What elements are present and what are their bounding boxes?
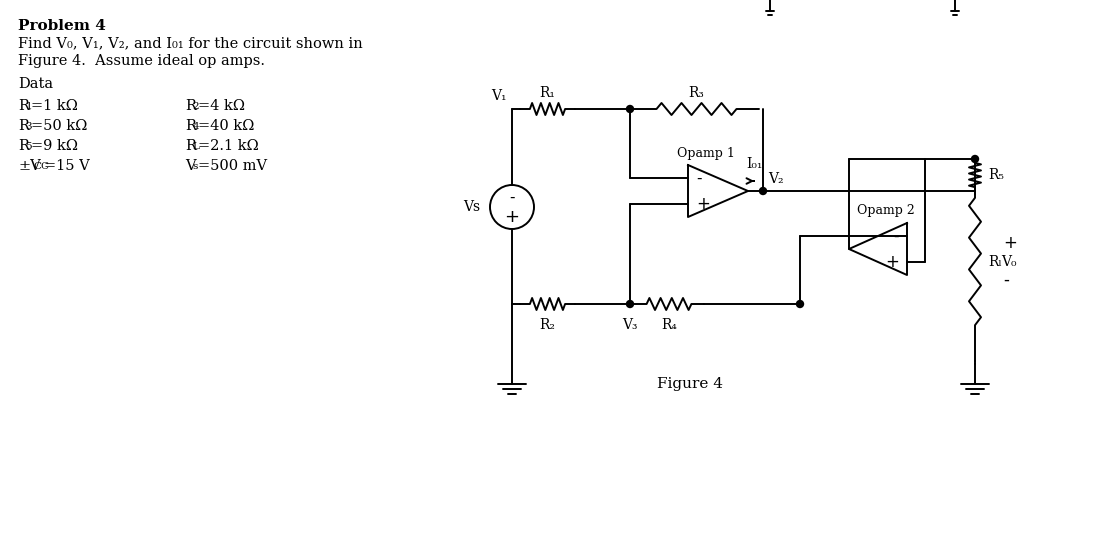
Text: R: R — [18, 139, 29, 153]
Text: Data: Data — [18, 77, 53, 91]
Text: V₀: V₀ — [1001, 254, 1017, 268]
Text: =2.1 kΩ: =2.1 kΩ — [198, 139, 258, 153]
Circle shape — [759, 188, 766, 195]
Text: +: + — [504, 208, 520, 226]
Text: =500 mV: =500 mV — [198, 159, 267, 173]
Text: V₂: V₂ — [768, 172, 784, 186]
Text: R₅: R₅ — [988, 168, 1003, 182]
Text: R₄: R₄ — [662, 318, 677, 332]
Circle shape — [972, 155, 978, 162]
Text: V₁: V₁ — [491, 89, 507, 103]
Text: s: s — [192, 162, 198, 171]
Text: -: - — [509, 190, 514, 205]
Text: 1: 1 — [25, 102, 32, 111]
Text: I₀₁: I₀₁ — [746, 157, 763, 171]
Text: =4 kΩ: =4 kΩ — [198, 99, 245, 113]
Text: R: R — [18, 119, 29, 133]
Text: 4: 4 — [192, 122, 199, 131]
Text: 2: 2 — [192, 102, 199, 111]
Text: Problem 4: Problem 4 — [18, 19, 106, 33]
Text: -: - — [1003, 271, 1009, 288]
Text: V: V — [185, 159, 196, 173]
Text: -: - — [893, 229, 899, 244]
Text: R₁: R₁ — [540, 86, 555, 100]
Text: +: + — [696, 195, 710, 213]
Text: =15 V: =15 V — [44, 159, 90, 173]
Text: +: + — [1003, 234, 1017, 252]
Circle shape — [626, 106, 633, 113]
Circle shape — [797, 301, 803, 308]
Text: Opamp 2: Opamp 2 — [857, 204, 914, 217]
Text: Figure 4: Figure 4 — [657, 377, 723, 391]
Text: Rₗ: Rₗ — [988, 254, 1002, 268]
Text: 3: 3 — [25, 122, 32, 131]
Text: Opamp 1: Opamp 1 — [677, 147, 735, 160]
Text: R₂: R₂ — [540, 318, 555, 332]
Text: 5: 5 — [25, 142, 32, 151]
Text: R: R — [185, 139, 196, 153]
Text: R: R — [185, 119, 196, 133]
Text: -: - — [696, 170, 701, 185]
Text: =50 kΩ: =50 kΩ — [31, 119, 88, 133]
Text: Find V₀, V₁, V₂, and I₀₁ for the circuit shown in: Find V₀, V₁, V₂, and I₀₁ for the circuit… — [18, 36, 363, 50]
Text: =9 kΩ: =9 kΩ — [31, 139, 78, 153]
Text: +: + — [885, 253, 899, 271]
Text: =1 kΩ: =1 kΩ — [31, 99, 78, 113]
Text: R: R — [18, 99, 29, 113]
Circle shape — [626, 301, 633, 308]
Text: ±V: ±V — [18, 159, 41, 173]
Text: R₃: R₃ — [689, 86, 704, 100]
Text: R: R — [185, 99, 196, 113]
Text: =40 kΩ: =40 kΩ — [198, 119, 254, 133]
Text: Figure 4.  Assume ideal op amps.: Figure 4. Assume ideal op amps. — [18, 54, 265, 68]
Text: V₃: V₃ — [622, 318, 637, 332]
Text: L: L — [192, 142, 199, 151]
Text: Vs: Vs — [463, 200, 480, 214]
Text: CC: CC — [33, 162, 49, 171]
